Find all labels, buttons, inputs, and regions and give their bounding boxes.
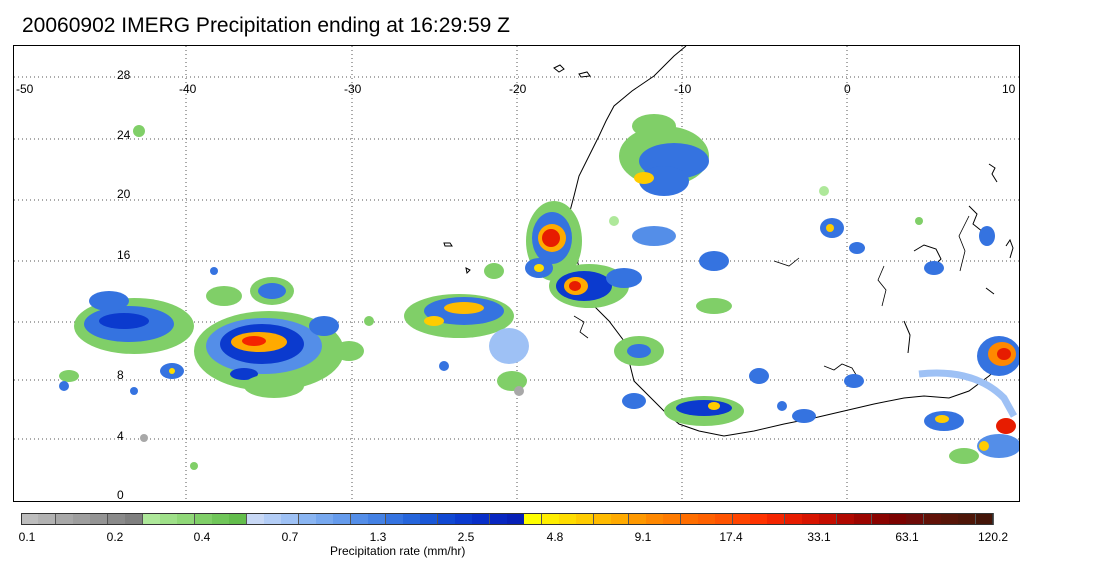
- rivers: [573, 215, 970, 379]
- colorbar-segment: [715, 513, 734, 525]
- colorbar-segment: [472, 513, 491, 525]
- colorbar-tick: 1.3: [369, 530, 387, 544]
- colorbar-tick: 0.2: [106, 530, 124, 544]
- lat-label: 4: [117, 429, 124, 443]
- colorbar-segment: [333, 513, 352, 525]
- lon-label: 0: [844, 82, 851, 96]
- colorbar-segment: [489, 513, 508, 525]
- lat-label: 8: [117, 368, 124, 382]
- lon-label: -10: [674, 82, 692, 96]
- colorbar-segment: [697, 513, 716, 525]
- colorbar-segment: [940, 513, 959, 525]
- colorbar-segment: [559, 513, 578, 525]
- map-title: 20060902 IMERG Precipitation ending at 1…: [22, 14, 510, 37]
- colorbar-tick: 2.5: [457, 530, 475, 544]
- colorbar-segment: [888, 513, 907, 525]
- colorbar-segment: [229, 513, 248, 525]
- colorbar-segment: [663, 513, 682, 525]
- colorbar-segment: [125, 513, 144, 525]
- colorbar-segment: [177, 513, 196, 525]
- colorbar-tick: 0.7: [281, 530, 299, 544]
- colorbar-segment: [368, 513, 387, 525]
- colorbar-unit-label: Precipitation rate (mm/hr): [330, 544, 466, 558]
- lon-label: -40: [179, 82, 197, 96]
- colorbar-tick: 4.8: [546, 530, 564, 544]
- lon-label: 10: [1002, 82, 1016, 96]
- graticule: [14, 46, 1019, 501]
- map-canvas: [14, 46, 1019, 501]
- lon-label: -20: [509, 82, 527, 96]
- colorbar-segment: [420, 513, 439, 525]
- colorbar-segment: [507, 513, 525, 525]
- colorbar-tick: 120.2: [977, 530, 1009, 544]
- colorbar-segment: [350, 513, 369, 525]
- lat-label: 20: [117, 187, 131, 201]
- colorbar-segment: [38, 513, 57, 525]
- colorbar-segment: [524, 513, 543, 525]
- colorbar-segment: [541, 513, 560, 525]
- colorbar-segment: [246, 513, 265, 525]
- lat-label: 28: [117, 68, 131, 82]
- colorbar-segment: [90, 513, 109, 525]
- colorbar-tick: 9.1: [634, 530, 652, 544]
- colorbar-segment: [73, 513, 92, 525]
- colorbar-segment: [906, 513, 925, 525]
- colorbar-segment: [680, 513, 699, 525]
- colorbar-segment: [593, 513, 612, 525]
- lat-label: 16: [117, 248, 131, 262]
- colorbar-segment: [159, 513, 178, 525]
- coastline-islands: [443, 64, 1014, 354]
- colorbar-segment: [576, 513, 595, 525]
- colorbar-segment: [298, 513, 317, 525]
- colorbar-segment: [958, 513, 977, 525]
- colorbar-segment: [732, 513, 751, 525]
- colorbar-tick: 17.4: [719, 530, 743, 544]
- colorbar-tick: 0.4: [193, 530, 211, 544]
- colorbar-segment: [107, 513, 126, 525]
- precipitation-map: -50 -40 -30 -20 -10 0 10 28 24 20 16 8 4…: [13, 45, 1020, 502]
- colorbar-segment: [611, 513, 630, 525]
- colorbar-segment: [871, 513, 890, 525]
- colorbar-segment: [402, 513, 421, 525]
- colorbar-segment: [316, 513, 335, 525]
- colorbar-segment: [750, 513, 768, 525]
- colorbar-segment: [194, 513, 213, 525]
- colorbar-segment: [385, 513, 404, 525]
- colorbar-segment: [628, 513, 647, 525]
- colorbar-segment: [211, 513, 230, 525]
- colorbar-segment: [819, 513, 838, 525]
- lat-label: 24: [117, 128, 131, 142]
- precipitation-cells: [59, 114, 1019, 470]
- colorbar-segment: [836, 513, 855, 525]
- colorbar-segment: [784, 513, 803, 525]
- colorbar-segment: [923, 513, 942, 525]
- colorbar-segment: [142, 513, 161, 525]
- colorbar-segment: [767, 513, 786, 525]
- lon-label: -50: [16, 82, 34, 96]
- colorbar-segment: [21, 513, 39, 525]
- colorbar-segment: [454, 513, 473, 525]
- lon-label: -30: [344, 82, 362, 96]
- colorbar-segment: [975, 513, 994, 525]
- colorbar-segment: [55, 513, 74, 525]
- colorbar-segment: [645, 513, 664, 525]
- colorbar-segment: [854, 513, 873, 525]
- colorbar-segment: [281, 513, 300, 525]
- colorbar-segment: [264, 513, 282, 525]
- lat-label: 0: [117, 488, 124, 502]
- colorbar-segment: [437, 513, 456, 525]
- colorbar-tick: 33.1: [807, 530, 831, 544]
- colorbar-segment: [802, 513, 821, 525]
- colorbar: [21, 513, 994, 525]
- colorbar-tick: 63.1: [895, 530, 919, 544]
- colorbar-tick: 0.1: [18, 530, 36, 544]
